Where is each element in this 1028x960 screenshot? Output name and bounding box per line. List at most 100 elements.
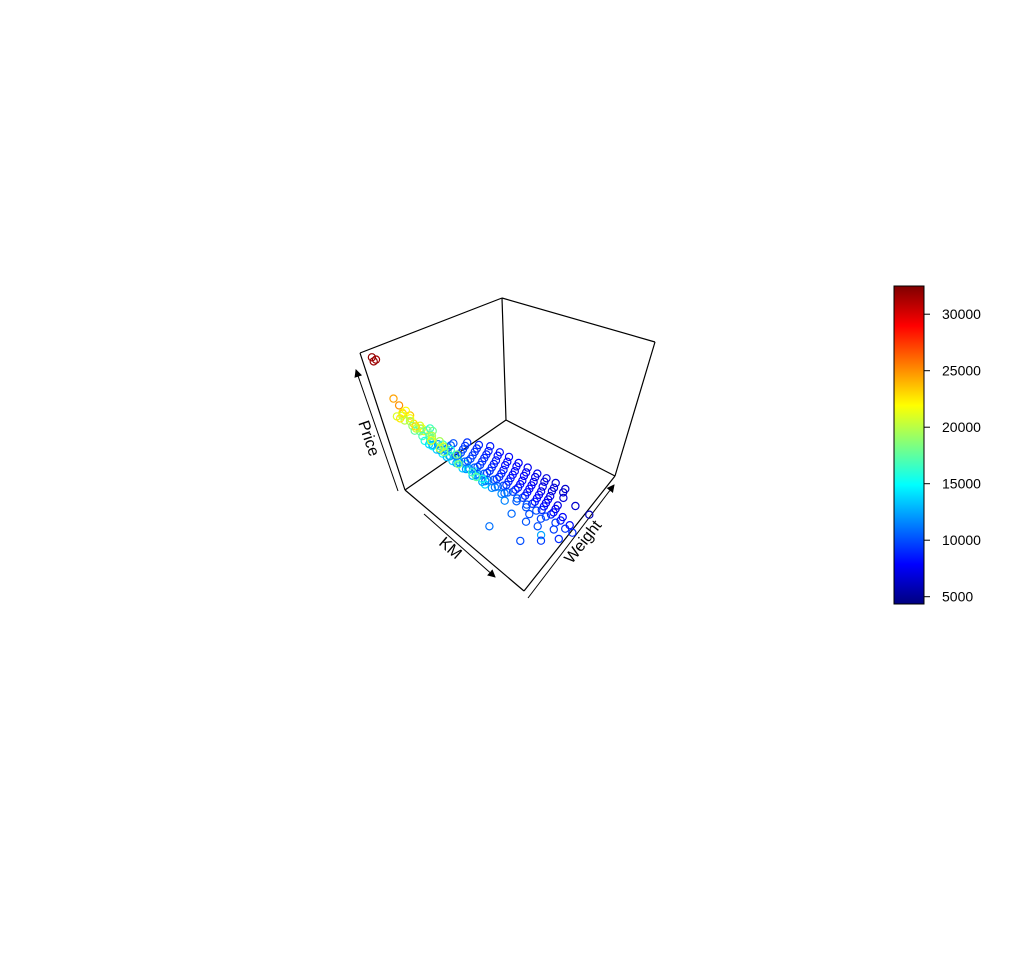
colorbar: 5000 10000 15000 20000 25000 30000: [893, 285, 981, 605]
colorbar-tick-label: 30000: [942, 306, 981, 322]
data-point: [532, 506, 541, 515]
data-point: [485, 522, 494, 531]
data-point: [401, 406, 411, 415]
data-point: [523, 463, 532, 472]
data-point: [549, 483, 559, 492]
colorbar-ticks: 5000 10000 15000 20000 25000 30000: [924, 306, 981, 605]
data-point: [418, 431, 427, 441]
data-point: [528, 499, 537, 508]
data-point: [512, 494, 522, 503]
box-edge: [501, 297, 507, 421]
data-point: [546, 491, 555, 501]
data-point: [538, 482, 547, 491]
data-point: [425, 424, 435, 433]
data-point: [405, 416, 415, 426]
data-point: [568, 528, 577, 537]
box-edge: [404, 489, 525, 592]
data-point: [500, 496, 509, 505]
data-point: [561, 484, 570, 494]
data-point: [423, 426, 432, 435]
data-point: [482, 468, 492, 478]
box-edge: [359, 352, 406, 491]
data-point: [536, 530, 546, 540]
colorbar-tick-label: 25000: [942, 363, 981, 379]
data-point: [492, 474, 501, 484]
data-point: [507, 509, 516, 518]
data-point: [571, 501, 580, 511]
data-point: [369, 357, 378, 366]
data-point: [549, 525, 559, 534]
colorbar-tick-label: 5000: [942, 589, 973, 605]
data-point: [510, 467, 519, 476]
data-point: [495, 448, 504, 457]
colorbar-tick-label: 15000: [942, 476, 981, 492]
data-point: [472, 472, 481, 482]
data-point: [427, 431, 437, 440]
colorbar-gradient: [893, 285, 925, 605]
data-point: [521, 517, 531, 526]
colorbar-tick-label: 10000: [942, 532, 981, 548]
box-frame: [359, 297, 656, 592]
data-point: [427, 436, 436, 445]
data-point: [508, 487, 518, 496]
data-point: [400, 416, 409, 425]
data-point: [529, 477, 538, 487]
data-point: [473, 462, 482, 472]
data-point: [533, 522, 542, 531]
data-point: [411, 422, 420, 431]
km-axis-arrow: [423, 513, 496, 578]
data-point: [435, 444, 445, 453]
data-point: [405, 411, 415, 420]
data-point: [405, 414, 415, 423]
data-point: [514, 458, 523, 468]
data-point: [467, 468, 477, 477]
data-point: [585, 510, 594, 519]
data-points: [367, 353, 594, 546]
data-point: [559, 493, 568, 503]
data-point: [551, 478, 560, 488]
data-point: [486, 442, 495, 451]
data-point: [474, 440, 484, 450]
box-edge: [523, 475, 616, 592]
data-point: [371, 355, 381, 364]
data-point: [452, 450, 462, 459]
data-point: [499, 465, 508, 475]
data-point: [533, 469, 542, 478]
data-point: [516, 536, 525, 546]
data-point: [518, 476, 527, 485]
data-point: [553, 501, 562, 510]
data-point: [518, 493, 527, 502]
data-point: [565, 521, 574, 530]
box-edge: [614, 341, 656, 477]
data-point: [521, 468, 531, 477]
data-point: [396, 414, 405, 423]
data-point: [503, 457, 512, 466]
data-point: [525, 509, 534, 519]
box-edge: [404, 419, 507, 491]
data-point: [454, 460, 463, 469]
data-point: [522, 500, 531, 509]
weight-axis-arrow: [527, 484, 615, 599]
data-point: [491, 456, 501, 465]
box-edge: [359, 297, 503, 354]
box-edge: [505, 419, 616, 477]
data-point: [541, 512, 551, 521]
data-point: [428, 440, 437, 450]
data-point: [542, 474, 551, 483]
data-point: [394, 401, 404, 410]
price-axis-label: Price: [354, 419, 382, 459]
colorbar-tick-label: 20000: [942, 419, 981, 435]
data-point: [484, 446, 493, 456]
data-point: [367, 353, 377, 362]
data-point: [536, 487, 546, 496]
data-point: [410, 426, 419, 435]
data-point: [536, 536, 546, 545]
data-point: [463, 438, 472, 447]
data-point: [511, 485, 520, 494]
data-point: [558, 512, 567, 522]
data-point: [428, 426, 437, 436]
box-edge: [501, 297, 656, 343]
km-axis-label: KM: [435, 534, 464, 563]
data-point: [536, 514, 546, 523]
